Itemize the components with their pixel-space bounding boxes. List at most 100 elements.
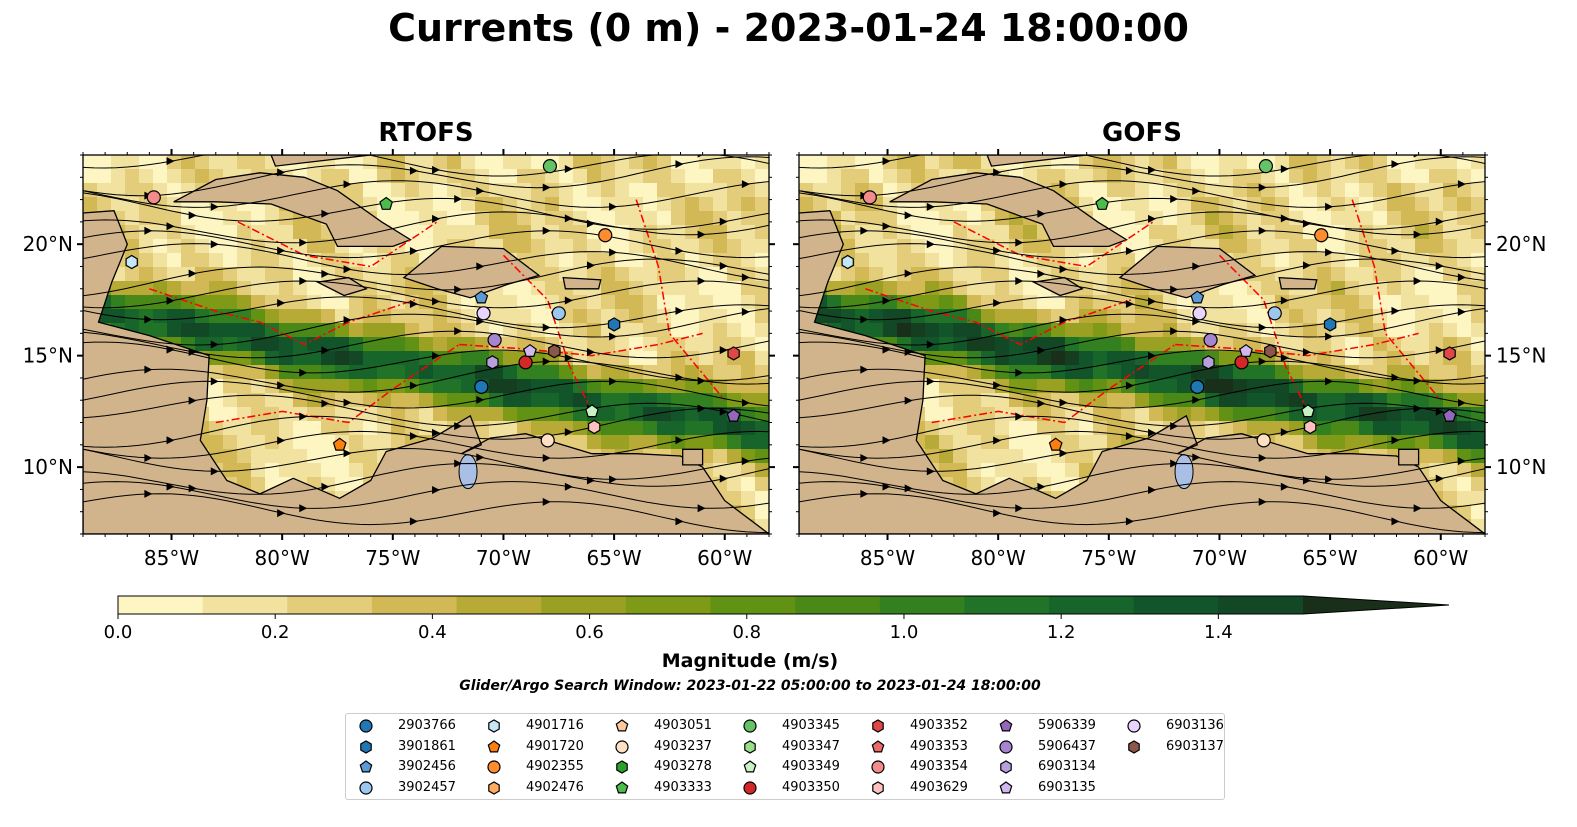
float-marker-6903137 <box>1264 344 1277 359</box>
float-marker-4901716 <box>125 254 138 270</box>
legend-label: 4903353 <box>910 738 968 754</box>
legend-label: 6903136 <box>1166 718 1224 733</box>
colorbar-segment <box>118 596 204 614</box>
colorbar-segment <box>1133 596 1219 614</box>
lon-tick-label: 80°W <box>255 546 310 570</box>
float-marker-6903135 <box>523 343 537 357</box>
colorbar-tick-label: 0.2 <box>260 622 290 643</box>
colorbar-segment <box>964 596 1050 614</box>
float-marker-4901720 <box>1048 437 1063 451</box>
colorbar-extend-arrow <box>1303 596 1449 614</box>
legend-label: 4903345 <box>782 718 840 733</box>
lat-tick-label-left: 15°N <box>23 344 73 368</box>
legend-label: 4901720 <box>526 738 584 754</box>
float-marker-3901861 <box>607 317 621 332</box>
legend-label: 2903766 <box>398 718 456 733</box>
float-marker-5906339 <box>726 408 741 422</box>
legend-label: 6903134 <box>1038 759 1096 774</box>
legend-marker-5906339 <box>999 719 1013 732</box>
legend-label: 6903137 <box>1166 738 1224 754</box>
legend-marker-4902476 <box>488 780 500 795</box>
colorbar-segment <box>202 596 288 614</box>
legend-label: 4903352 <box>910 718 968 733</box>
legend-label: 4903237 <box>654 738 712 754</box>
legend-label: 4903333 <box>654 779 712 795</box>
float-marker-5906339 <box>1442 408 1457 422</box>
lon-tick-label: 80°W <box>971 546 1026 570</box>
lat-tick-label-right: 20°N <box>1496 232 1546 256</box>
panel-title-rtofs: RTOFS <box>378 118 474 148</box>
float-marker-3902457 <box>1267 306 1282 321</box>
float-marker-4903350 <box>518 355 533 370</box>
map-panels: 85°W 80°W 75°W 70°W 65°W 60°W20°N15°N10°N85°W… <box>23 149 1546 570</box>
lon-tick-label: 60°W <box>1413 546 1468 570</box>
legend-marker-4903352 <box>872 719 884 733</box>
float-marker-4903333 <box>1095 196 1110 210</box>
colorbar-segment <box>541 596 627 614</box>
float-marker-6903134 <box>1202 355 1215 370</box>
lat-tick-label-right: 10°N <box>1496 455 1546 479</box>
legend-marker-3901861 <box>360 739 372 754</box>
colorbar-segment <box>1218 596 1304 614</box>
legend-label: 4903350 <box>782 779 840 795</box>
float-marker-4903354 <box>862 190 877 205</box>
legend-marker-2903766 <box>359 719 373 733</box>
legend-marker-4903629 <box>872 780 884 795</box>
legend-label: 3901861 <box>398 738 456 754</box>
legend-marker-4903345 <box>743 719 757 733</box>
lat-tick-label-right: 15°N <box>1496 344 1546 368</box>
float-marker-4903629 <box>1303 419 1317 435</box>
float-marker-4903237 <box>540 433 555 448</box>
float-marker-4903345 <box>542 159 558 174</box>
colorbar-title: Magnitude (m/s) <box>661 650 839 672</box>
colorbar-tick-label: 1.0 <box>889 622 919 643</box>
lat-tick-label-left: 20°N <box>23 232 73 256</box>
legend-label: 3902456 <box>398 759 456 774</box>
float-marker-4903354 <box>146 190 161 205</box>
legend-label: 4903629 <box>910 779 968 795</box>
float-marker-4903237 <box>1256 433 1271 448</box>
float-marker-6903137 <box>548 344 561 359</box>
legend-label: 4903278 <box>654 759 712 774</box>
lon-tick-label: 70°W <box>1192 546 1247 570</box>
lon-tick-label: 65°W <box>1302 546 1357 570</box>
legend-label: 5906437 <box>1038 738 1096 754</box>
map-gofs: 85°W 80°W 75°W 70°W 65°W 60°W 20°N 15°N 10°N <box>793 149 1546 570</box>
legend-label: 4902476 <box>526 779 584 795</box>
lon-tick-label: 75°W <box>365 546 420 570</box>
colorbar-tick-label: 1.4 <box>1204 622 1233 643</box>
legend-label: 5906339 <box>1038 718 1096 733</box>
colorbar-segment <box>287 596 373 614</box>
legend-marker-3902456 <box>359 760 373 773</box>
legend-marker-4901716 <box>488 719 500 733</box>
colorbar-tick-label: 0.0 <box>103 622 133 643</box>
lat-tick-label-left: 10°N <box>23 455 73 479</box>
legend-label: 4902355 <box>526 759 584 774</box>
legend-marker-4903350 <box>743 780 757 795</box>
legend-marker-4903354 <box>871 760 885 774</box>
colorbar-tick-label: 0.8 <box>732 622 762 643</box>
legend-label: 4903354 <box>910 759 968 774</box>
colorbar-segment <box>625 596 711 614</box>
legend-marker-3902457 <box>359 780 373 795</box>
legend-marker-4902355 <box>487 760 501 774</box>
float-marker-4901720 <box>332 437 347 451</box>
search-window-text: Glider/Argo Search Window: 2023-01-22 05… <box>459 678 1041 694</box>
map-rtofs: 85°W 80°W 75°W 70°W 65°W 60°W 20°N 15°N 10°N <box>23 149 775 570</box>
legend-label: 4903347 <box>782 738 840 754</box>
legend-label: 4903051 <box>654 718 712 733</box>
float-legend: 2903766 3901861 3902456 3902457 4901716 49017… <box>345 713 1225 800</box>
legend-label: 3902457 <box>398 779 456 795</box>
float-marker-5906437 <box>487 332 502 348</box>
legend-marker-4903333 <box>615 780 629 793</box>
legend-marker-4903353 <box>871 739 885 752</box>
figure-title: Currents (0 m) - 2023-01-24 18:00:00 <box>388 6 1189 50</box>
float-marker-5906437 <box>1203 332 1218 348</box>
legend-marker-4903237 <box>615 739 629 754</box>
colorbar-tick-label: 1.2 <box>1046 622 1076 643</box>
float-marker-6903134 <box>486 355 499 370</box>
colorbar-segment <box>879 596 965 614</box>
float-marker-4903352 <box>727 346 740 361</box>
legend-marker-6903136 <box>1127 719 1141 733</box>
legend-marker-4901720 <box>487 739 501 752</box>
